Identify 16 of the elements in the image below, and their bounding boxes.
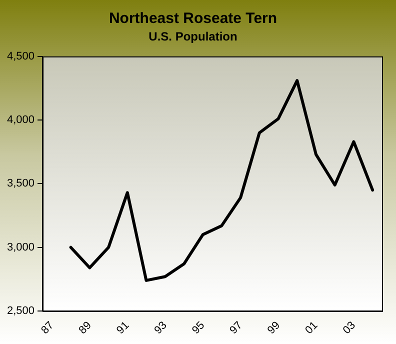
y-tick-label: 4,000 [6,114,35,126]
y-tick-label: 3,500 [6,178,35,190]
x-tick-label: 87 [39,319,56,337]
x-tick-label: 97 [228,319,245,337]
x-tick-label: 99 [265,319,283,337]
x-tick-label: 91 [114,319,132,337]
chart-subtitle: U.S. Population [148,30,238,44]
y-tick-label: 4,500 [6,50,35,62]
x-tick-label: 89 [76,319,94,337]
x-tick-label: 95 [190,319,208,337]
x-tick-label: 03 [340,319,358,337]
x-tick-label: 93 [152,319,170,337]
chart-title: Northeast Roseate Tern [108,10,278,28]
y-tick-label: 3,000 [6,241,35,254]
x-tick-label: 01 [303,319,320,337]
y-tick-label: 2,500 [6,305,35,318]
